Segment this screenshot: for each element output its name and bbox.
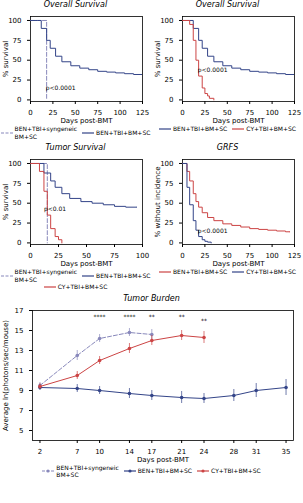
svg-text:50: 50 xyxy=(222,252,232,261)
svg-text:2: 2 xyxy=(38,448,42,456)
svg-text:25: 25 xyxy=(200,109,209,117)
svg-text:11: 11 xyxy=(15,366,24,374)
svg-text:9: 9 xyxy=(19,386,23,394)
svg-text:100: 100 xyxy=(8,17,21,25)
svg-text:24: 24 xyxy=(200,448,209,456)
svg-text:0: 0 xyxy=(180,252,184,260)
svg-text:21: 21 xyxy=(177,448,187,456)
svg-text:p<0.0001: p<0.0001 xyxy=(198,66,228,74)
svg-text:p<0.01: p<0.01 xyxy=(44,205,66,213)
svg-text:**: ** xyxy=(149,312,155,319)
svg-text:p<0.0001: p<0.0001 xyxy=(46,84,76,92)
html-text:CY+TBI+BM+SC: CY+TBI+BM+SC xyxy=(57,283,108,290)
svg-text:0: 0 xyxy=(17,96,21,104)
svg-text:125: 125 xyxy=(288,252,301,260)
svg-text:% without incidence: % without incidence xyxy=(154,167,162,238)
svg-text:25: 25 xyxy=(54,252,63,261)
svg-text:75: 75 xyxy=(165,37,174,45)
html-text:CY+TBI+BM+SC: CY+TBI+BM+SC xyxy=(246,268,296,275)
svg-text:17: 17 xyxy=(15,306,24,314)
svg-text:75: 75 xyxy=(165,180,174,188)
svg-text:Days post-BMT: Days post-BMT xyxy=(212,117,265,125)
html-text:BEN+TBI+BM+SC: BEN+TBI+BM+SC xyxy=(137,467,192,475)
svg-text:25: 25 xyxy=(165,76,174,84)
html-text:BEN+TBI+syngeneic BM+SC: BEN+TBI+syngeneic BM+SC xyxy=(14,268,78,283)
svg-text:7: 7 xyxy=(75,448,79,456)
svg-text:50: 50 xyxy=(13,56,22,64)
svg-text:75: 75 xyxy=(110,252,119,261)
svg-text:50: 50 xyxy=(165,56,174,64)
svg-text:7: 7 xyxy=(19,406,23,414)
svg-text:28: 28 xyxy=(229,448,238,456)
svg-text:% survival: % survival xyxy=(2,41,10,77)
svg-text:31: 31 xyxy=(252,448,261,456)
svg-text:75: 75 xyxy=(245,109,255,118)
html-text:CY+TBI+BM+SC: CY+TBI+BM+SC xyxy=(211,467,261,475)
svg-text:100: 100 xyxy=(160,160,173,168)
svg-text:0: 0 xyxy=(28,252,32,260)
svg-text:17: 17 xyxy=(147,448,157,456)
svg-text:100: 100 xyxy=(136,252,149,260)
svg-text:0: 0 xyxy=(169,239,173,247)
svg-text:Average ln(photons/sec/mouse): Average ln(photons/sec/mouse) xyxy=(2,319,10,430)
svg-text:0: 0 xyxy=(180,109,184,117)
svg-text:75: 75 xyxy=(13,37,22,45)
svg-text:50: 50 xyxy=(165,199,174,207)
svg-text:35: 35 xyxy=(282,448,291,456)
svg-text:% survival: % survival xyxy=(2,184,10,220)
html-text:BEN+TBI+BM+SC: BEN+TBI+BM+SC xyxy=(96,271,151,279)
svg-text:25: 25 xyxy=(48,109,57,117)
html-text:Tumor Burden: Tumor Burden xyxy=(123,293,180,303)
svg-text:0: 0 xyxy=(17,239,21,247)
svg-text:****: **** xyxy=(94,312,106,319)
svg-text:50: 50 xyxy=(222,109,232,118)
svg-text:**: ** xyxy=(201,316,207,323)
svg-text:14: 14 xyxy=(125,448,134,456)
svg-text:25: 25 xyxy=(13,76,22,84)
svg-text:25: 25 xyxy=(165,219,174,227)
svg-text:50: 50 xyxy=(70,109,80,118)
svg-text:100: 100 xyxy=(113,109,126,117)
html-text:BEN+TBI+BM+SC: BEN+TBI+BM+SC xyxy=(173,268,228,275)
svg-text:25: 25 xyxy=(200,252,209,260)
svg-text:0: 0 xyxy=(169,96,173,104)
svg-text:Days post-BMT: Days post-BMT xyxy=(212,260,265,268)
svg-text:25: 25 xyxy=(13,219,22,227)
html-text:CY+TBI+BM+SC: CY+TBI+BM+SC xyxy=(246,125,296,132)
svg-text:**: ** xyxy=(179,312,185,319)
svg-text:Days post-BMT: Days post-BMT xyxy=(60,117,113,125)
svg-text:Days post-BMT: Days post-BMT xyxy=(137,455,190,463)
svg-text:75: 75 xyxy=(13,180,22,188)
svg-text:125: 125 xyxy=(136,109,149,117)
html-text:Overall Survival: Overall Survival xyxy=(195,0,260,9)
svg-text:75: 75 xyxy=(245,252,255,261)
svg-text:15: 15 xyxy=(15,326,24,334)
html-text:Overall Survival: Overall Survival xyxy=(43,0,108,9)
svg-text:p<0.0001: p<0.0001 xyxy=(198,227,228,235)
svg-text:50: 50 xyxy=(82,252,91,261)
svg-text:13: 13 xyxy=(15,346,24,354)
html-text:BEN+TBI+syngeneic BM+SC: BEN+TBI+syngeneic BM+SC xyxy=(14,125,78,140)
svg-text:0: 0 xyxy=(28,109,32,117)
svg-text:% survival: % survival xyxy=(154,41,162,77)
svg-text:100: 100 xyxy=(8,160,21,168)
html-text:BEN+TBI+BM+SC: BEN+TBI+BM+SC xyxy=(96,128,151,136)
svg-text:5: 5 xyxy=(19,426,23,434)
html-text:BEN+TBI+BM+SC: BEN+TBI+BM+SC xyxy=(173,125,228,132)
html-text:BEN+TBI+syngeneic BM+SC: BEN+TBI+syngeneic BM+SC xyxy=(56,463,119,478)
svg-text:****: **** xyxy=(123,312,135,319)
html-text:Tumor Survival: Tumor Survival xyxy=(45,143,106,152)
html-text:GRFS: GRFS xyxy=(216,143,239,152)
svg-text:125: 125 xyxy=(288,109,301,117)
svg-text:100: 100 xyxy=(265,109,278,117)
svg-text:Days post-BMT: Days post-BMT xyxy=(60,260,113,268)
svg-text:75: 75 xyxy=(93,109,103,118)
svg-text:50: 50 xyxy=(13,199,22,207)
svg-text:100: 100 xyxy=(265,252,278,260)
svg-text:100: 100 xyxy=(160,17,173,25)
svg-text:10: 10 xyxy=(95,448,104,456)
